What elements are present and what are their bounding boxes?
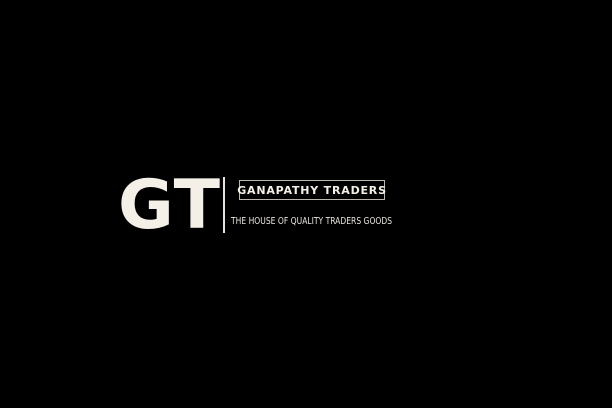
- logo-tagline: THE HOUSE OF QUALITY TRADERS GOODS: [231, 216, 393, 227]
- logo-monogram: GT: [118, 166, 222, 245]
- logo-divider: [223, 177, 225, 233]
- company-name: GANAPATHY TRADERS: [237, 183, 387, 197]
- company-name-box: GANAPATHY TRADERS: [237, 180, 387, 200]
